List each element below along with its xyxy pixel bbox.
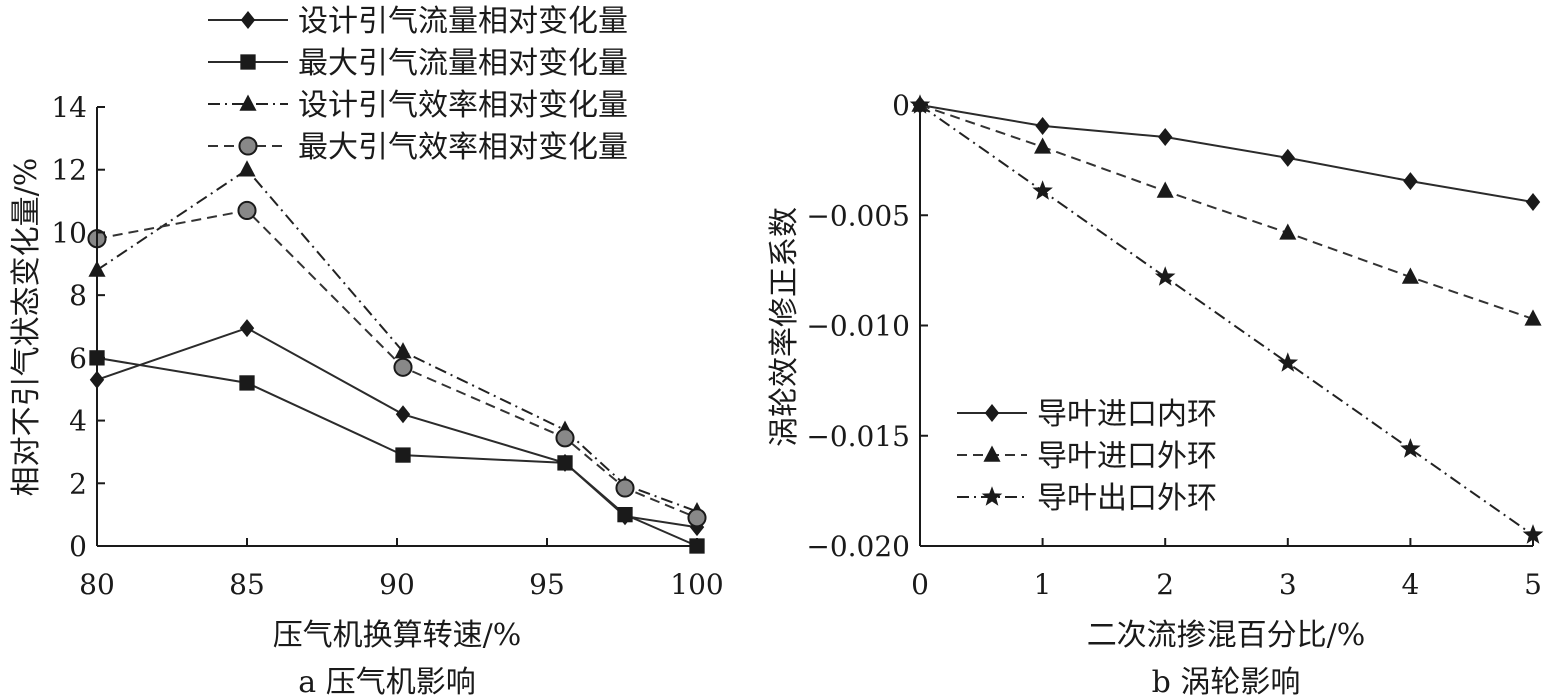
legend-marker <box>984 404 1000 422</box>
data-point <box>1034 137 1052 154</box>
data-point <box>393 357 413 377</box>
data-point <box>1277 352 1299 372</box>
y-tick-label: 10 <box>51 216 87 249</box>
chart-b-ylabel: 涡轮效率修正系数 <box>767 207 802 447</box>
chart-a-legend: 设计引气流量相对变化量最大引气流量相对变化量设计引气效率相对变化量最大引气效率相… <box>208 4 628 165</box>
legend-label: 导叶出口外环 <box>1037 481 1217 516</box>
data-point <box>1401 267 1419 284</box>
y-tick-label: −0.010 <box>806 310 910 343</box>
x-tick-label: 5 <box>1524 568 1542 601</box>
y-tick-label: 0 <box>892 89 910 122</box>
x-tick-label: 3 <box>1279 568 1297 601</box>
chart-a: 0 2 4 6 8 10 12 14 80 85 90 95 100 压气机换算转速/% 相对不引气状态… <box>9 4 724 700</box>
chart-a-caption: a 压气机影响 <box>298 665 475 700</box>
data-point <box>238 160 256 177</box>
series-line <box>96 356 698 547</box>
x-tick-label: 85 <box>229 568 265 601</box>
y-tick-label: 14 <box>51 91 87 124</box>
series-line <box>919 104 1534 203</box>
data-point <box>1035 116 1050 135</box>
data-point <box>1522 524 1544 544</box>
series-line <box>919 104 1534 320</box>
legend-label: 导叶进口内环 <box>1037 397 1217 432</box>
y-tick-label: 8 <box>69 279 87 312</box>
data-point <box>239 375 255 391</box>
chart-a-ticks: 0 2 4 6 8 10 12 14 80 85 90 95 100 <box>51 91 723 601</box>
x-tick-label: 95 <box>529 568 565 601</box>
data-point <box>687 508 707 528</box>
chart-b-xlabel: 二次流掺混百分比/% <box>1087 618 1366 653</box>
chart-a-xlabel: 压气机换算转速/% <box>273 618 522 653</box>
x-tick-label: 80 <box>79 568 115 601</box>
data-point <box>1280 148 1295 167</box>
data-point <box>395 447 411 463</box>
legend-marker <box>981 486 1003 506</box>
chart-a-ylabel: 相对不引气状态变化量/% <box>9 158 44 497</box>
legend-label: 设计引气流量相对变化量 <box>298 4 628 39</box>
data-point <box>395 405 411 424</box>
y-tick-label: −0.005 <box>806 199 910 232</box>
y-tick-label: −0.015 <box>806 420 910 453</box>
data-point <box>615 478 635 498</box>
legend-marker <box>240 54 256 70</box>
legend-label: 设计引气效率相对变化量 <box>298 88 628 123</box>
data-point <box>557 455 573 471</box>
series-line <box>96 168 698 513</box>
data-point <box>1156 181 1174 198</box>
x-tick-label: 1 <box>1034 568 1052 601</box>
legend-marker <box>240 11 256 29</box>
x-tick-label: 4 <box>1401 568 1419 601</box>
y-tick-label: 6 <box>69 342 87 375</box>
data-point <box>1403 172 1418 191</box>
data-point <box>239 319 255 338</box>
x-tick-label: 100 <box>670 568 723 601</box>
legend-marker <box>239 94 257 111</box>
x-tick-label: 2 <box>1156 568 1174 601</box>
data-point <box>237 200 257 221</box>
legend-label: 最大引气效率相对变化量 <box>298 130 628 165</box>
y-tick-label: 0 <box>69 530 87 563</box>
series-line <box>919 104 1534 536</box>
legend-label: 导叶进口外环 <box>1037 439 1217 474</box>
legend-label: 最大引气流量相对变化量 <box>298 46 628 81</box>
data-point <box>1279 223 1297 240</box>
chart-b-series <box>909 94 1544 544</box>
data-point <box>1524 309 1542 326</box>
series-line <box>96 209 698 519</box>
chart-b-caption: b 涡轮影响 <box>1152 665 1301 700</box>
data-point <box>555 428 575 448</box>
data-point <box>394 342 412 359</box>
data-point <box>1525 193 1541 212</box>
series-line <box>96 327 698 529</box>
data-point <box>1154 266 1176 286</box>
y-tick-label: 2 <box>69 467 87 500</box>
data-point <box>1032 180 1053 200</box>
x-tick-label: 90 <box>379 568 415 601</box>
chart-a-series <box>87 160 707 554</box>
legend-marker <box>983 445 1001 462</box>
y-tick-label: 12 <box>51 154 87 187</box>
y-tick-label: 4 <box>69 405 87 438</box>
data-point <box>617 506 633 523</box>
x-tick-label: 0 <box>911 568 929 601</box>
data-point <box>1400 438 1421 458</box>
legend-marker <box>238 136 258 156</box>
y-tick-label: −0.020 <box>806 530 910 563</box>
data-point <box>1158 127 1173 146</box>
